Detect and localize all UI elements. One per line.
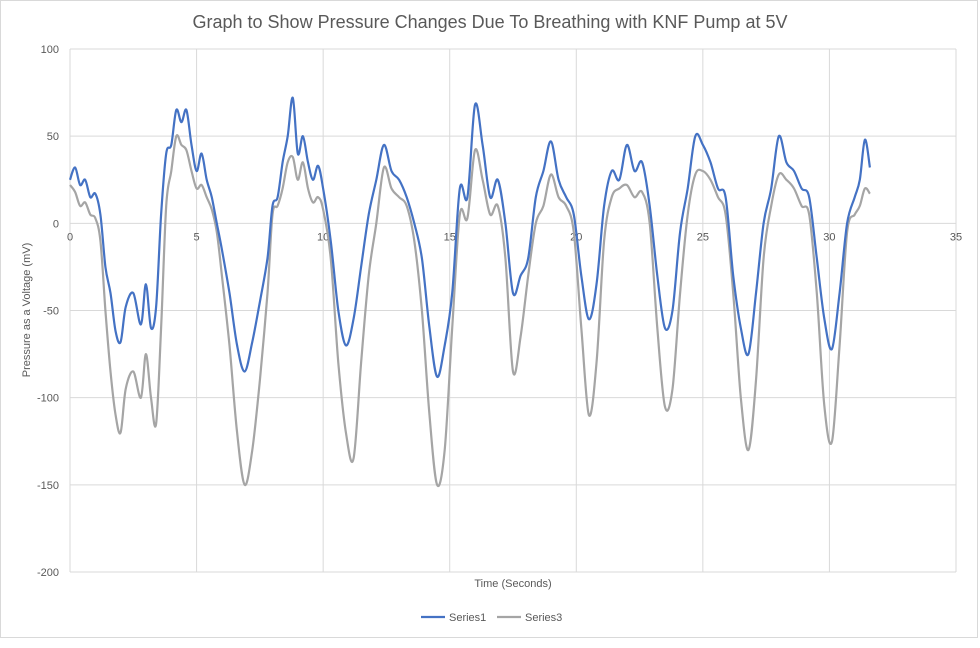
x-tick-label: 35 — [950, 231, 962, 243]
series-line-series1 — [68, 96, 871, 378]
series-line-series3 — [69, 134, 871, 488]
x-tick-label: 0 — [67, 231, 73, 243]
legend-label-series1: Series1 — [449, 612, 486, 624]
x-tick-label: 30 — [823, 231, 835, 243]
y-tick-label: -200 — [37, 567, 59, 579]
y-axis-label: Pressure as a Voltage (mV) — [21, 243, 33, 378]
y-tick-label: -100 — [37, 393, 59, 405]
chart-title: Graph to Show Pressure Changes Due To Br… — [193, 12, 788, 32]
y-tick-label: 0 — [53, 218, 59, 230]
y-tick-label: 100 — [41, 44, 59, 56]
gridlines — [69, 48, 957, 573]
legend-label-series3: Series3 — [525, 612, 562, 624]
y-tick-label: -50 — [43, 306, 59, 318]
x-tick-label: 10 — [317, 231, 329, 243]
x-axis-label: Time (Seconds) — [474, 578, 551, 590]
x-tick-label: 5 — [194, 231, 200, 243]
legend: Series1 Series3 — [421, 612, 562, 624]
x-tick-label: 25 — [697, 231, 709, 243]
y-tick-label: -150 — [37, 480, 59, 492]
x-tick-label: 15 — [444, 231, 456, 243]
plot-area — [68, 96, 871, 488]
y-tick-label: 50 — [47, 131, 59, 143]
